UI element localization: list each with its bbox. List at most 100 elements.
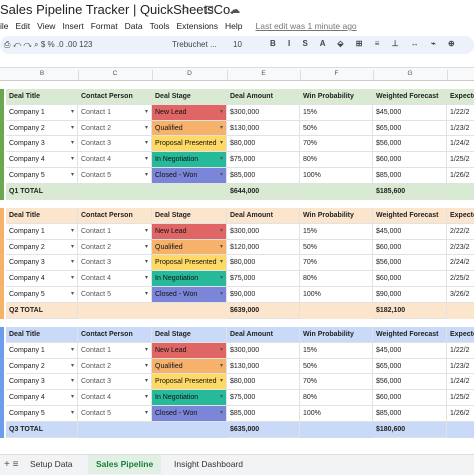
menu-item[interactable]: Insert — [62, 21, 84, 31]
deal-stage-dropdown[interactable]: Proposal Presented — [152, 136, 227, 153]
header-cell[interactable]: Expecte — [447, 327, 474, 343]
menu-item[interactable]: Edit — [15, 21, 31, 31]
deal-stage-dropdown[interactable]: In Negotiation — [152, 152, 227, 168]
deal-stage-dropdown[interactable]: Qualified — [152, 358, 227, 375]
data-cell[interactable]: Contact 1 — [78, 223, 152, 240]
deal-stage-dropdown[interactable]: In Negotiation — [152, 271, 227, 287]
total-amount[interactable]: $644,000 — [227, 183, 300, 200]
header-cell[interactable]: Deal Title — [6, 327, 78, 343]
deal-stage-dropdown[interactable]: New Lead — [152, 342, 227, 359]
menu-item[interactable]: Extensions — [176, 21, 219, 31]
data-cell[interactable]: Contact 4 — [78, 152, 152, 168]
format-icons[interactable]: B I S A ⬙ ⊞ ≡ ⊥ ↔ ⌁ ⊕ — [270, 39, 460, 48]
data-cell[interactable]: Company 3 — [6, 136, 78, 153]
toolbar-icons[interactable]: ⎙ ↶ ↷ ⌕ $ % .0 .00 123 — [4, 40, 93, 49]
header-cell[interactable]: Deal Amount — [227, 208, 300, 224]
column-letter[interactable]: C — [78, 70, 153, 80]
tab-controls[interactable]: + ≡ — [4, 459, 19, 470]
data-cell[interactable]: Company 4 — [6, 152, 78, 168]
column-letter[interactable]: F — [300, 70, 374, 80]
deal-stage-dropdown[interactable]: Qualified — [152, 239, 227, 256]
data-cell[interactable]: Company 4 — [6, 390, 78, 406]
header-cell[interactable]: Deal Stage — [152, 89, 227, 105]
header-cell[interactable]: Deal Amount — [227, 89, 300, 105]
total-label[interactable]: Q3 TOTAL — [6, 421, 78, 438]
deal-stage-dropdown[interactable]: Closed - Won — [152, 406, 227, 422]
data-cell[interactable]: Company 3 — [6, 374, 78, 391]
data-cell[interactable]: Contact 3 — [78, 136, 152, 153]
header-cell[interactable]: Deal Stage — [152, 327, 227, 343]
data-cell[interactable]: Company 2 — [6, 239, 78, 256]
header-cell[interactable]: Expecte — [447, 89, 474, 105]
deal-stage-dropdown[interactable]: New Lead — [152, 104, 227, 121]
menu-item[interactable]: Help — [225, 21, 243, 31]
data-cell[interactable]: Company 5 — [6, 168, 78, 184]
deal-stage-dropdown[interactable]: Proposal Presented — [152, 255, 227, 272]
deal-stage-dropdown[interactable]: In Negotiation — [152, 390, 227, 406]
column-letter[interactable]: B — [6, 70, 79, 80]
total-amount[interactable]: $639,000 — [227, 302, 300, 319]
deal-stage-dropdown[interactable]: New Lead — [152, 223, 227, 240]
menu-item[interactable]: Tools — [149, 21, 170, 31]
deal-stage-dropdown[interactable]: Closed - Won — [152, 287, 227, 303]
total-amount[interactable]: $635,000 — [227, 421, 300, 438]
header-cell[interactable]: Weighted Forecast — [373, 89, 447, 105]
data-cell[interactable]: Contact 5 — [78, 168, 152, 184]
data-cell[interactable]: Contact 3 — [78, 374, 152, 391]
data-cell[interactable]: Contact 1 — [78, 104, 152, 121]
data-cell[interactable]: Contact 3 — [78, 255, 152, 272]
data-cell[interactable]: Company 3 — [6, 255, 78, 272]
data-cell[interactable]: Contact 1 — [78, 342, 152, 359]
data-cell[interactable]: Company 2 — [6, 120, 78, 137]
menu-item[interactable]: Format — [90, 21, 118, 31]
data-cell[interactable]: Company 5 — [6, 287, 78, 303]
data-cell[interactable]: Company 2 — [6, 358, 78, 375]
header-cell[interactable]: Deal Title — [6, 208, 78, 224]
header-cell[interactable]: Win Probability — [300, 208, 373, 224]
total-label[interactable]: Q1 TOTAL — [6, 183, 78, 200]
data-cell[interactable]: Contact 4 — [78, 390, 152, 406]
menu-item[interactable]: Data — [124, 21, 143, 31]
header-cell[interactable]: Weighted Forecast — [373, 208, 447, 224]
menu-item[interactable]: ile — [0, 21, 9, 31]
font-picker[interactable]: Trebuchet ... — [172, 40, 217, 49]
header-cell[interactable]: Contact Person — [78, 208, 152, 224]
font-size[interactable]: 10 — [233, 40, 242, 49]
header-cell[interactable]: Deal Title — [6, 89, 78, 105]
header-cell[interactable]: Win Probability — [300, 327, 373, 343]
data-cell[interactable]: Contact 2 — [78, 239, 152, 256]
data-cell[interactable]: Company 1 — [6, 104, 78, 121]
sheet-tab[interactable]: Insight Dashboard — [174, 459, 243, 469]
total-label[interactable]: Q2 TOTAL — [6, 302, 78, 319]
deal-stage-dropdown[interactable]: Proposal Presented — [152, 374, 227, 391]
column-letter[interactable]: E — [227, 70, 301, 80]
data-cell[interactable]: Company 1 — [6, 342, 78, 359]
sheet-tab[interactable]: Setup Data — [30, 459, 73, 469]
data-cell[interactable]: Contact 4 — [78, 271, 152, 287]
data-cell[interactable]: Contact 2 — [78, 120, 152, 137]
doc-title[interactable]: Sales Pipeline Tracker | QuickSheetsCo. — [0, 2, 234, 17]
column-letter[interactable]: D — [152, 70, 228, 80]
header-cell[interactable]: Contact Person — [78, 89, 152, 105]
data-cell[interactable]: Company 5 — [6, 406, 78, 422]
last-edit[interactable]: Last edit was 1 minute ago — [255, 21, 357, 31]
deal-stage-dropdown[interactable]: Qualified — [152, 120, 227, 137]
menu-item[interactable]: View — [37, 21, 56, 31]
header-cell[interactable]: Contact Person — [78, 327, 152, 343]
total-forecast[interactable]: $185,600 — [373, 183, 447, 200]
column-letter[interactable]: G — [373, 70, 448, 80]
data-cell[interactable]: Contact 5 — [78, 406, 152, 422]
data-cell[interactable]: Contact 2 — [78, 358, 152, 375]
total-forecast[interactable]: $182,100 — [373, 302, 447, 319]
total-forecast[interactable]: $180,600 — [373, 421, 447, 438]
data-cell[interactable]: Company 4 — [6, 271, 78, 287]
header-cell[interactable]: Deal Stage — [152, 208, 227, 224]
data-cell[interactable]: Contact 5 — [78, 287, 152, 303]
header-cell[interactable]: Deal Amount — [227, 327, 300, 343]
header-cell[interactable]: Win Probability — [300, 89, 373, 105]
title-icons[interactable]: ☆ ⊡ ☁ — [180, 4, 247, 16]
deal-stage-dropdown[interactable]: Closed - Won — [152, 168, 227, 184]
data-cell[interactable]: Company 1 — [6, 223, 78, 240]
sheet-tab[interactable]: Sales Pipeline — [88, 455, 162, 474]
header-cell[interactable]: Expecte — [447, 208, 474, 224]
